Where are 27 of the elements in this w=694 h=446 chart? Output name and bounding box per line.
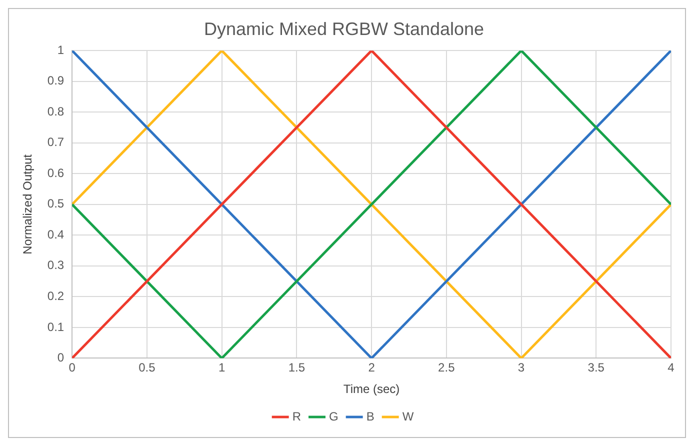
y-tick-label: 1 [57, 42, 64, 57]
y-tick-label: 0.4 [47, 227, 64, 242]
legend-label: R [292, 409, 302, 424]
x-tick-label: 4 [668, 360, 675, 375]
legend-label: B [366, 409, 374, 424]
x-tick-label: 0 [68, 360, 76, 375]
x-tick-label: 3 [518, 360, 525, 375]
y-tick-label: 0.5 [47, 196, 64, 211]
y-tick-label: 0.3 [47, 258, 64, 272]
y-tick-label: 0 [57, 350, 64, 365]
x-tick-label: 3.5 [588, 360, 605, 375]
y-axis-title: Normalized Output [20, 154, 35, 254]
x-tick-label: 2 [368, 360, 376, 375]
y-tick-label: 0.8 [47, 104, 64, 118]
x-tick-label: 0.5 [138, 360, 156, 375]
x-tick-label: 1 [218, 360, 226, 375]
x-tick-label: 1.5 [288, 360, 306, 375]
y-tick-label: 0.9 [47, 74, 64, 88]
legend-label: W [402, 409, 414, 424]
chart-title: Dynamic Mixed RGBW Standalone [204, 18, 484, 39]
y-tick-label: 0.6 [47, 166, 64, 180]
y-tick-label: 0.7 [47, 135, 64, 150]
x-tick-label: 2.5 [438, 360, 456, 375]
legend-label: G [329, 409, 338, 424]
y-tick-label: 0.1 [47, 320, 64, 334]
x-axis-title: Time (sec) [343, 382, 400, 396]
y-tick-label: 0.2 [47, 288, 64, 303]
